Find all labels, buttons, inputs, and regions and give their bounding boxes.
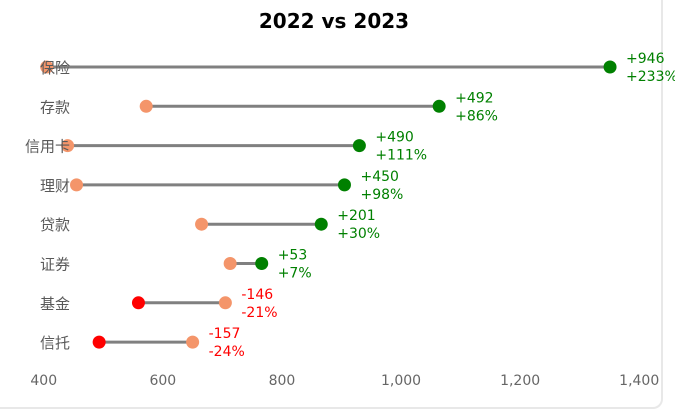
dot-2023 [255, 257, 269, 270]
change-percent-label: +30% [337, 226, 380, 242]
x-tick-label: 1,400 [619, 373, 659, 389]
dot-2022 [218, 296, 232, 310]
category-label: 保险 [40, 59, 70, 77]
category-label: 证券 [40, 256, 70, 274]
dots-layer [40, 60, 617, 349]
change-value-label: -146 [241, 287, 273, 303]
x-axis-ticks: 400 600 800 1,000 1,200 1,400 [30, 373, 659, 389]
dot-2023 [92, 335, 106, 349]
dot-2023 [352, 139, 366, 153]
category-label: 贷款 [40, 216, 70, 234]
dot-2023 [314, 217, 328, 231]
x-tick-label: 600 [149, 373, 176, 389]
dot-2022 [195, 217, 209, 231]
change-value-label: +450 [360, 169, 398, 185]
change-value-label: +492 [455, 90, 493, 106]
change-percent-label: -24% [209, 344, 245, 360]
change-value-label: +946 [626, 51, 665, 67]
change-percent-label: +86% [455, 108, 498, 124]
change-value-label: -157 [209, 326, 241, 342]
change-percent-label: -21% [241, 305, 277, 321]
change-value-label: +53 [278, 248, 308, 264]
dot-2022 [186, 335, 200, 349]
dot-2022 [70, 178, 84, 192]
change-percent-label: +111% [375, 148, 427, 164]
dot-2023 [337, 178, 351, 192]
dot-2022 [40, 60, 54, 74]
category-label: 基金 [40, 295, 70, 313]
dot-2023 [603, 60, 617, 74]
change-percent-label: +98% [360, 187, 403, 203]
category-label: 理财 [40, 177, 70, 195]
dot-2022 [139, 99, 153, 113]
dot-2023 [131, 296, 145, 310]
x-tick-label: 1,200 [500, 373, 540, 389]
x-tick-label: 400 [30, 373, 57, 389]
dot-2022 [223, 257, 237, 270]
change-percent-label: +233% [626, 69, 675, 85]
connectors-layer [46, 65, 611, 344]
change-annotations: +946 +233% +492 +86% +490 +111% +450 +98% +201 +3… [209, 51, 675, 360]
category-label: 信用卡 [25, 138, 70, 156]
x-tick-label: 1,000 [381, 373, 421, 389]
change-percent-label: +7% [278, 266, 312, 282]
change-value-label: +490 [375, 130, 413, 146]
dot-2022 [61, 139, 75, 153]
category-label: 存款 [40, 98, 70, 116]
chart-title: 2022 vs 2023 [259, 9, 409, 33]
category-label: 信托 [40, 334, 70, 352]
x-tick-label: 800 [269, 373, 296, 389]
change-value-label: +201 [337, 208, 375, 224]
dot-2023 [432, 99, 446, 113]
